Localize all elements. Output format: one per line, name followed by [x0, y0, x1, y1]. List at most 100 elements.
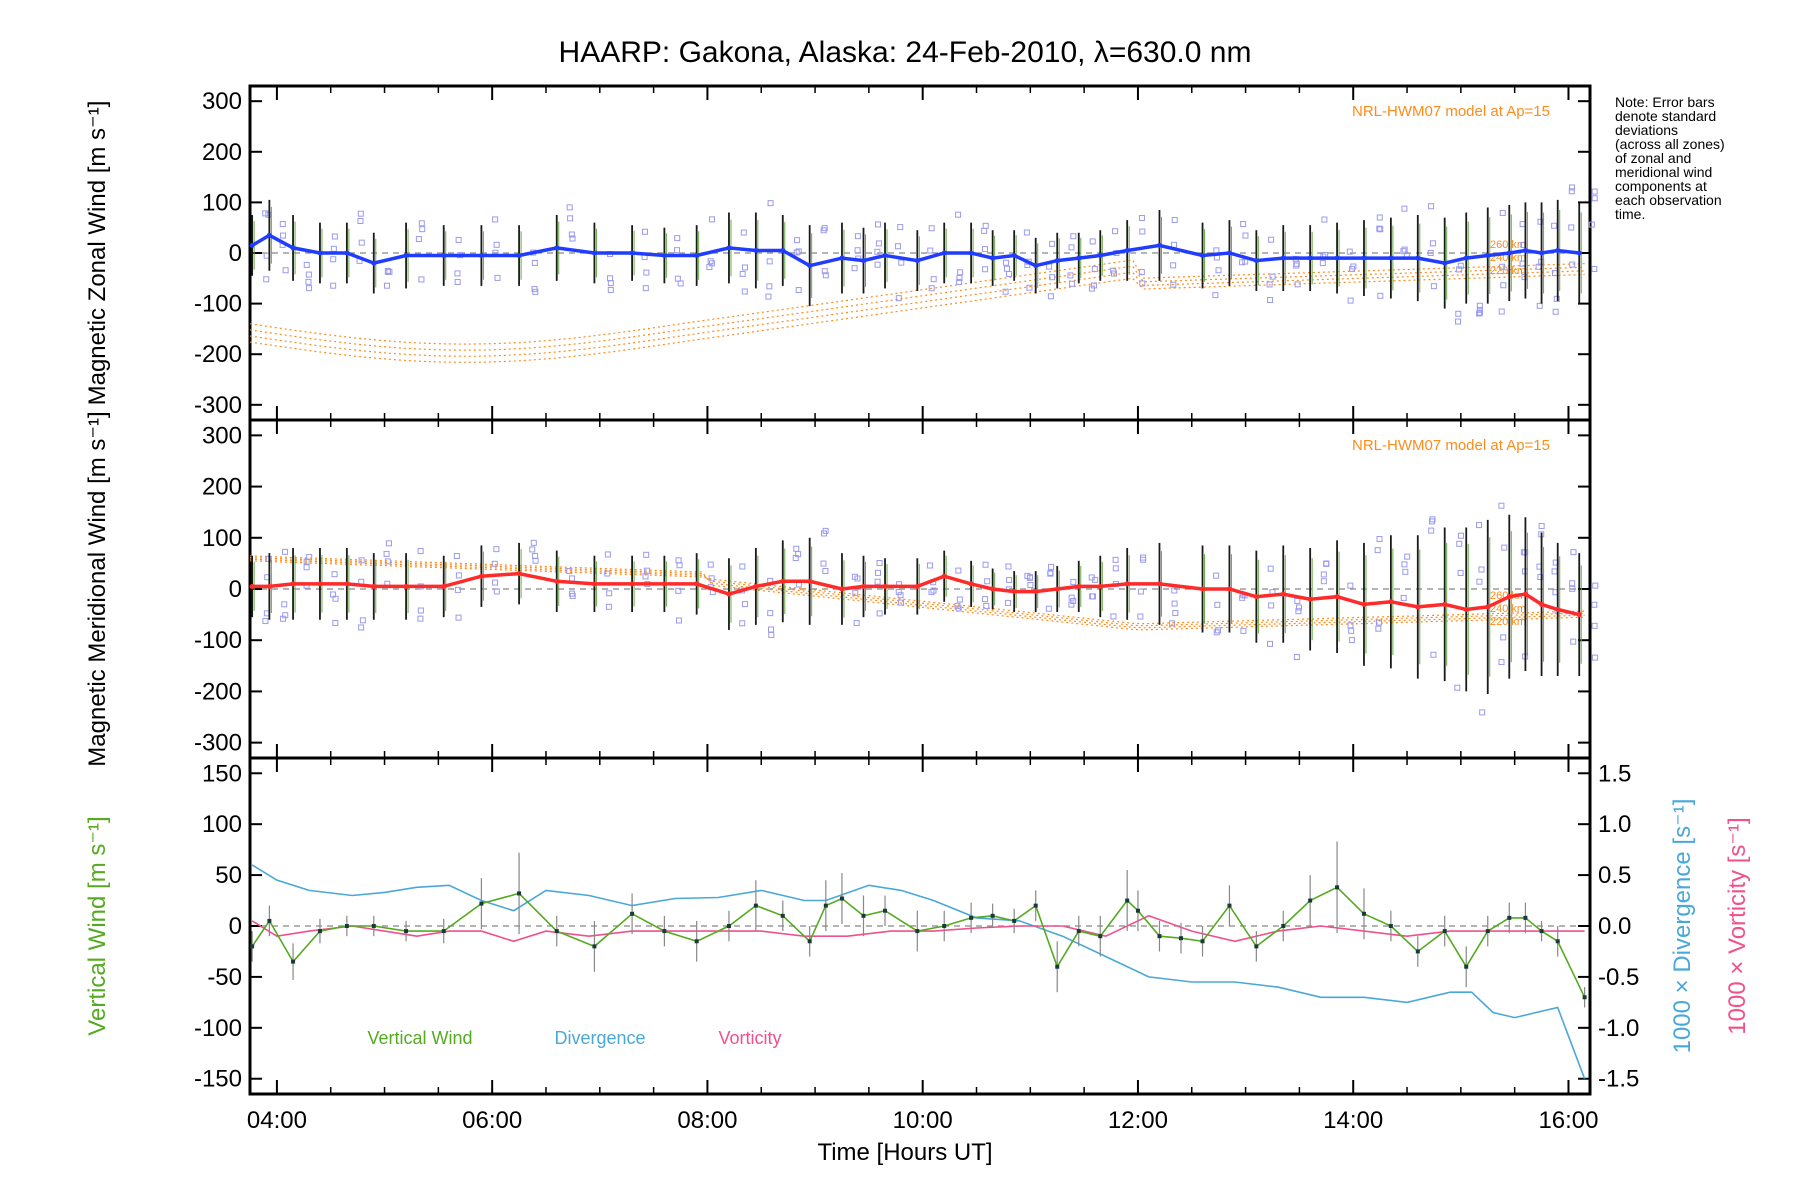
zone-sample [1090, 282, 1097, 289]
legend-item: Divergence [554, 1028, 645, 1048]
zone-sample [1400, 248, 1407, 255]
zone-sample [928, 285, 935, 292]
zone-sample [1005, 599, 1012, 606]
vertical-wind-point [1055, 964, 1060, 969]
zone-sample [766, 283, 773, 290]
zone-sample [417, 615, 424, 622]
zone-sample [851, 265, 858, 272]
zone-sample [1294, 597, 1301, 604]
zone-sample [1519, 221, 1526, 228]
zone-sample [1169, 620, 1176, 627]
zone-sample [875, 569, 882, 576]
divergence-line [251, 864, 1586, 1079]
series-point [516, 571, 522, 577]
zone-sample [566, 204, 573, 211]
zone-sample [1049, 240, 1056, 247]
zone-sample [1267, 296, 1274, 303]
vertical-wind-point [1179, 936, 1184, 941]
y-tick-label: 0 [229, 576, 242, 603]
model-curve [249, 273, 1585, 363]
y-axis-label: Vertical Wind [m s⁻¹] [84, 816, 111, 1035]
vertical-wind-line [251, 886, 1586, 998]
y-tick-label: -300 [194, 392, 242, 419]
zone-sample [263, 252, 270, 259]
zone-sample [493, 588, 500, 595]
zone-sample [1294, 281, 1301, 288]
zone-sample [1139, 228, 1146, 235]
series-point [441, 583, 447, 589]
zone-sample [1455, 318, 1462, 325]
model-note: NRL-HWM07 model at Ap=15 [1352, 103, 1550, 120]
zone-sample [453, 552, 460, 559]
zone-sample [793, 545, 800, 552]
series-point [403, 253, 409, 259]
vertical-wind-point [662, 929, 667, 934]
zone-sample [1047, 293, 1054, 300]
series-point [249, 583, 255, 589]
zone-sample [1215, 267, 1222, 274]
zone-sample [1456, 266, 1463, 273]
zone-sample [1213, 629, 1220, 636]
series-point [1485, 604, 1491, 610]
model-altitude-label: 260 km [1490, 239, 1526, 251]
x-axis-label: Time [Hours UT] [817, 1139, 992, 1166]
zone-sample [1457, 532, 1464, 539]
series-point [1485, 253, 1491, 259]
zone-sample [1069, 280, 1076, 287]
zone-sample [569, 592, 576, 599]
zone-sample [642, 285, 649, 292]
zone-sample [358, 557, 365, 564]
zone-sample [1499, 263, 1506, 270]
series-point [403, 583, 409, 589]
vertical-wind-point [291, 959, 296, 964]
chart-panels: 300 200 100 0 -100 -200 -300 Magnetic Zonal Win… [84, 84, 1751, 1134]
series-point [1463, 606, 1469, 612]
y-tick-label: 200 [202, 139, 242, 166]
x-tick-label: 06:00 [462, 1107, 522, 1134]
zone-sample [1240, 627, 1247, 634]
zone-sample [607, 280, 614, 287]
series-point [1253, 594, 1259, 600]
zone-sample [384, 558, 391, 565]
zone-sample [357, 210, 364, 217]
vertical-wind-point [554, 929, 559, 934]
y-tick-label: -100 [194, 627, 242, 654]
series-point [1388, 255, 1394, 261]
vertical-wind-point [1361, 911, 1366, 916]
zone-sample [956, 278, 963, 285]
model-altitude-label: 220 km [1490, 265, 1526, 277]
series-point [371, 583, 377, 589]
zone-sample [1498, 659, 1505, 666]
zone-sample [263, 276, 270, 283]
vertical-wind-point [694, 939, 699, 944]
zone-sample [331, 233, 338, 240]
zone-sample [822, 568, 829, 575]
zone-sample [767, 610, 774, 617]
zone-sample [1569, 585, 1576, 592]
zone-sample [982, 561, 989, 568]
series-point [860, 258, 866, 264]
zone-sample [898, 259, 905, 266]
zone-sample [1537, 218, 1544, 225]
vertical-wind-point [479, 901, 484, 906]
panel-2: 150 100 50 0 -50 -100 -150 Vertical Wind [m s⁻¹… [84, 756, 1751, 1134]
series-point [344, 581, 350, 587]
zone-sample [1139, 280, 1146, 287]
zone-sample [493, 241, 500, 248]
zone-sample [1070, 597, 1077, 604]
zone-sample [1376, 214, 1383, 221]
zone-sample [358, 624, 365, 631]
y-tick-label: -100 [194, 1015, 242, 1042]
vertical-wind-point [317, 929, 322, 934]
zone-sample [1570, 638, 1577, 645]
zone-sample [384, 282, 391, 289]
zone-sample [1170, 281, 1177, 288]
zone-sample [1455, 310, 1462, 317]
zone-sample [795, 248, 802, 255]
note-line: time. [1615, 206, 1645, 222]
vertical-wind-point [517, 891, 522, 896]
vertical-wind-point [883, 908, 888, 913]
vertical-wind-point [1254, 944, 1259, 949]
